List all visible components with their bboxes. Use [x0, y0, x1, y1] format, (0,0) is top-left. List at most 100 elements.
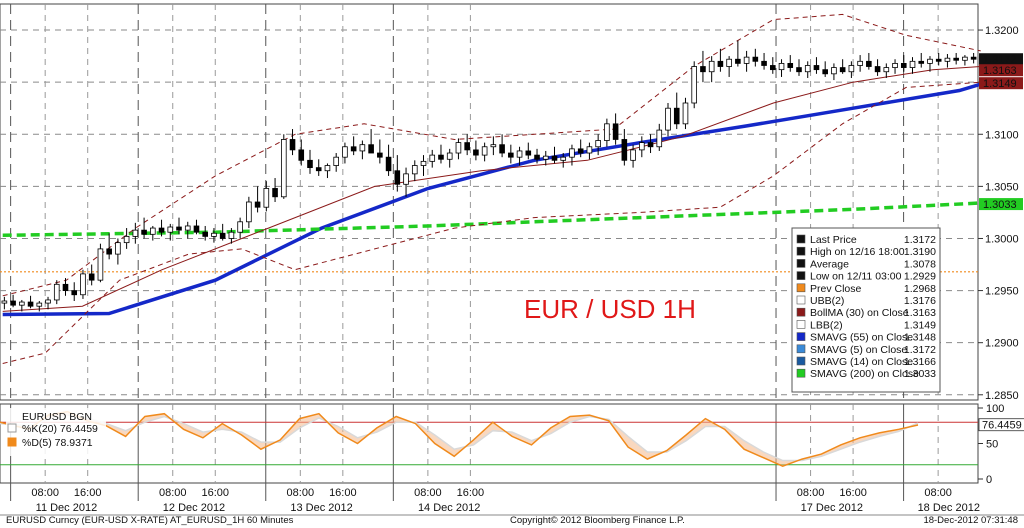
candle-body: [534, 154, 540, 160]
price-tick-label: 1.3200: [985, 25, 1019, 37]
candle-body: [272, 188, 278, 198]
candle-body: [560, 156, 567, 161]
legend-item-label: SMAVG (5) on Close: [810, 344, 907, 356]
legend-item-value: 1.3149: [904, 319, 936, 331]
candle-body: [53, 283, 60, 301]
candle-body: [411, 165, 418, 175]
stoch-tick-label: 50: [986, 439, 998, 451]
candle-body: [307, 159, 313, 169]
candle-body: [45, 299, 51, 304]
time-axis: 08:00 16:00 08:00 16:00 08:00 16:00 08:00 16:00…: [0, 487, 1024, 516]
candle-body: [900, 63, 907, 68]
candle-body: [874, 66, 881, 73]
legend-item-value: 1.3163: [904, 307, 936, 319]
candle-body: [280, 139, 287, 198]
price-tick-label: 1.3000: [985, 233, 1019, 245]
price-tag-label: 1.3163: [983, 65, 1017, 77]
date-tick-label: 18 Dec 2012: [918, 502, 980, 514]
price-tag: [979, 53, 1023, 66]
candle-body: [333, 156, 339, 166]
stoch-tick-label: 0: [986, 474, 992, 486]
candle-body: [141, 229, 147, 235]
candle-body: [62, 283, 69, 291]
legend-item-label: High on 12/16 18:00: [810, 246, 905, 258]
candle-body: [848, 65, 855, 73]
price-tag-label: 1.3033: [983, 199, 1017, 211]
blue-square-icon: [796, 332, 806, 341]
stoch-legend-swatch: [7, 437, 17, 447]
white-square-icon: [796, 320, 806, 329]
legend-box: [791, 227, 941, 393]
stoch-title: EURUSD BGN: [22, 411, 92, 423]
stoch-legend-label: %K(20) 76.4459: [22, 423, 98, 435]
footer-right: 18-Dec-2012 07:31:48: [923, 515, 1018, 526]
candle-body: [778, 63, 785, 71]
stoch-legend-label: %D(5) 78.9371: [22, 437, 93, 449]
candle-body: [115, 242, 121, 255]
candle-body: [1, 300, 8, 304]
date-tick-label: 17 Dec 2012: [801, 502, 863, 514]
legend-item-value: 1.3172: [904, 234, 936, 246]
candle-body: [237, 221, 243, 233]
candle-body: [717, 60, 724, 67]
candle-body: [726, 58, 732, 67]
candle-body: [403, 173, 409, 185]
footer-left: EURUSD Curncy (EUR-USD X-RATE) AT_EURUSD…: [6, 515, 294, 526]
candle-body: [289, 139, 296, 151]
candle-body: [481, 146, 488, 156]
stochastic-panel: 100 50 0 76.4459 %K(20) 76.4459 %D(5) 78.9371: [0, 403, 1024, 501]
candle-body: [446, 152, 453, 160]
green-square-icon: [796, 368, 806, 378]
date-tick-label: 13 Dec 2012: [290, 502, 352, 514]
candle-body: [839, 67, 846, 73]
legend-item-label: Last Price: [810, 234, 857, 246]
candle-body: [464, 142, 470, 151]
legend-item-label: SMAVG (55) on Close: [810, 332, 913, 344]
candle-body: [27, 301, 34, 307]
candle-body: [350, 146, 357, 152]
candle-body: [761, 60, 767, 66]
candle-body: [735, 58, 741, 64]
candle-body: [499, 144, 505, 154]
candle-body: [508, 152, 514, 158]
candle-body: [752, 56, 759, 62]
legend-item-value: 1.3166: [904, 356, 936, 368]
smavg-55-line: [2, 82, 982, 317]
candle-body: [246, 201, 252, 223]
candle-body: [691, 66, 698, 104]
lbbline: [2, 81, 981, 364]
bollma-30-line: [2, 66, 981, 312]
legend-item-label: UBB(2): [810, 295, 844, 307]
candle-body: [368, 144, 374, 154]
candle-body: [831, 67, 837, 75]
footer-center: Copyright© 2012 Bloomberg Finance L.P.: [510, 515, 685, 526]
candle-body: [595, 140, 601, 148]
average-marker-icon: [796, 259, 806, 268]
candle-body: [892, 63, 898, 68]
candle-body: [490, 144, 497, 148]
candle-body: [219, 232, 226, 239]
candle-body: [944, 57, 951, 62]
legend-item-value: 1.3148: [904, 332, 936, 344]
candle-body: [36, 302, 43, 307]
candle-body: [935, 58, 942, 62]
legend-item-label: Prev Close: [810, 283, 862, 295]
candle-body: [673, 107, 680, 125]
stoch-k-line: [0, 410, 919, 468]
candle-body: [927, 58, 933, 64]
stoch-tick-label: 100: [986, 403, 1004, 415]
candle-body: [438, 154, 444, 160]
candle-body: [656, 129, 663, 148]
candle-body: [787, 63, 794, 68]
candlestick-series: [1, 40, 977, 312]
candle-body: [71, 290, 78, 296]
price-tag: [979, 77, 1023, 90]
candle-body: [473, 149, 479, 156]
time-tick-label: 08:00: [287, 487, 315, 499]
candle-body: [796, 67, 802, 73]
candle-body: [953, 57, 959, 61]
candle-body: [420, 160, 427, 166]
